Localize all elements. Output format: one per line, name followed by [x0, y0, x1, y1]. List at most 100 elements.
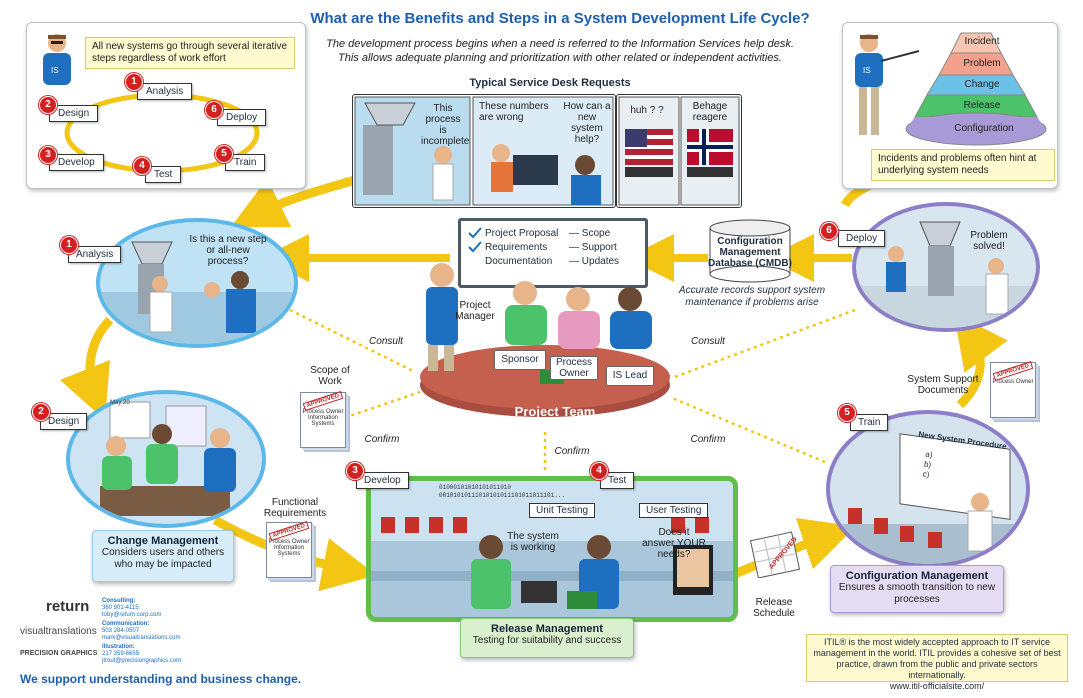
step-test: Test [145, 166, 182, 183]
functional-document: APPROVED Process Owner Information Syste… [266, 521, 312, 578]
deploy-bubble: Problem solved! [970, 230, 1008, 252]
release-management-title: Release Management [491, 623, 603, 635]
contact-phone: 503 284-0507 [102, 628, 140, 634]
develop-test-illustration [371, 517, 733, 617]
page-title: What are the Benefits and Steps in a Sys… [310, 10, 810, 27]
configuration-management-text: Ensures a smooth transition to new proce… [838, 582, 996, 605]
sponsor-card: Sponsor [494, 350, 546, 370]
comic-panels [354, 96, 614, 206]
project-team-illustration [420, 263, 670, 417]
shirt-label: IS [51, 66, 59, 75]
doc-line: Process Owner [302, 409, 344, 415]
contact-phone: 360 901-4115 [102, 605, 139, 611]
design-illustration [100, 401, 236, 516]
calendar-date: May 20 [110, 400, 130, 406]
bubble-your-needs: Does it answer YOUR needs? [642, 527, 706, 560]
consult-right-label: Consult [691, 336, 725, 347]
board-item: Documentation [485, 256, 553, 267]
project-whiteboard: Project Proposal Requirements Documentat… [458, 218, 648, 288]
contact-email[interactable]: mark@visualtranslations.com [102, 635, 181, 641]
train-illustration [830, 433, 1026, 564]
page-subtitle: The development process begins when a ne… [300, 37, 820, 65]
dotted-confirm-right [671, 396, 826, 464]
scope-of-work-label: Scope of Work [310, 365, 350, 387]
svg-text:IS: IS [863, 66, 871, 75]
binary-stream: 01000101010101011010 0010101011101010101… [439, 484, 565, 500]
contact-list: Consulting: 360 901-4115 toby@return cor… [102, 598, 181, 665]
itil-link[interactable]: www.itil-officialsite.com/ [889, 681, 985, 691]
cmdb-caption: Accurate records support system maintena… [678, 285, 826, 308]
system-support-docs-label: System Support Documents [907, 374, 979, 396]
doc-line: Process Owner [992, 379, 1034, 385]
dotted-consult-left [289, 308, 416, 374]
contact-phone: 217 359-6655 [102, 651, 140, 657]
train-tag: Train [850, 414, 889, 431]
cmdb-cylinder [709, 219, 791, 283]
develop-tag: Develop [356, 472, 409, 489]
checkmark-icon [468, 227, 482, 253]
step-analysis: Analysis [137, 83, 193, 100]
approved-stamp: APPROVED [302, 391, 344, 411]
contact-heading: Illustration: [102, 644, 135, 650]
arrow-train-to-deploy [953, 313, 1008, 409]
process-owner-card: Process Owner [550, 356, 598, 380]
board-item: c) [922, 469, 930, 480]
approved-stamp: APPROVED [992, 361, 1034, 381]
design-tag: Design [40, 413, 88, 430]
approved-stamp: APPROVED [268, 521, 310, 541]
board-item: Project Proposal [485, 228, 559, 239]
service-desk-heading: Typical Service Desk Requests [469, 77, 631, 89]
release-schedule-calendar: APPROVED [750, 531, 801, 578]
board-column-2: — Scope — Support — Updates [569, 227, 619, 269]
scope-document: APPROVED Process Owner Information Syste… [300, 391, 346, 448]
board-item: — Updates [569, 256, 620, 267]
doc-line: Process Owner [268, 539, 310, 545]
bubble-numbers-wrong: These numbers are wrong [479, 101, 549, 123]
step-badge: 2 [39, 96, 57, 114]
label-configuration: Configuration [954, 123, 1014, 134]
arrow-servicedesk-to-analysis [230, 175, 357, 228]
itil-pyramid [905, 32, 1047, 146]
manager-label: Project Manager [455, 300, 495, 322]
test-tag: Test [600, 472, 635, 489]
dotted-consult-right [671, 308, 856, 380]
train-scene: New System Procedure a) b) c) [826, 410, 1030, 568]
contact-email[interactable]: jtrout@precisiongraphics.com [102, 658, 182, 664]
analysis-scene [96, 218, 298, 348]
label-problem: Problem [963, 58, 1001, 69]
analysis-tag: Analysis [68, 246, 122, 263]
train-badge: 5 [838, 404, 856, 422]
step-train: Train [225, 154, 266, 171]
release-management-box: Release Management Testing for suitabili… [460, 618, 634, 658]
bubble-system-working: The system is working [507, 531, 559, 553]
step-badge: 5 [215, 145, 233, 163]
label-incident: Incident [964, 36, 1000, 47]
release-schedule-label: Release Schedule [753, 597, 795, 619]
deploy-illustration [856, 221, 1036, 328]
analysis-badge: 1 [60, 236, 78, 254]
doc-line: Information Systems [307, 415, 338, 427]
tagline: We support understanding and business ch… [20, 672, 302, 686]
deploy-scene [852, 202, 1040, 332]
consult-left-label: Consult [369, 336, 403, 347]
contact-email[interactable]: toby@return corp.com [102, 612, 162, 618]
unit-testing-label: Unit Testing [529, 503, 596, 518]
test-badge: 4 [590, 462, 608, 480]
analysis-bubble: Is this a new step or all-new process? [189, 234, 267, 267]
binary-line: 00101010111010101011101011011101... [439, 492, 566, 499]
board-item: — Scope [569, 228, 611, 239]
is-staff-pointer-figure: IS [851, 31, 920, 141]
subtitle-line: This allows adequate planning and priori… [338, 52, 782, 64]
configuration-management-box: Configuration Management Ensures a smoot… [830, 565, 1004, 613]
board-item: Requirements [485, 242, 548, 253]
itil-text: ITIL® is the most widely accepted approa… [813, 637, 1061, 680]
contact-heading: Communication: [102, 621, 150, 627]
step-badge: 4 [133, 157, 151, 175]
design-scene [66, 390, 266, 528]
bubble-incomplete: This process is incomplete [421, 103, 470, 147]
change-management-text: Considers users and others who may be im… [101, 547, 225, 570]
itil-note: ITIL® is the most widely accepted approa… [806, 634, 1068, 691]
design-badge: 2 [32, 403, 50, 421]
is-lead-card: IS Lead [606, 366, 654, 386]
dotted-confirm-left [337, 390, 421, 422]
